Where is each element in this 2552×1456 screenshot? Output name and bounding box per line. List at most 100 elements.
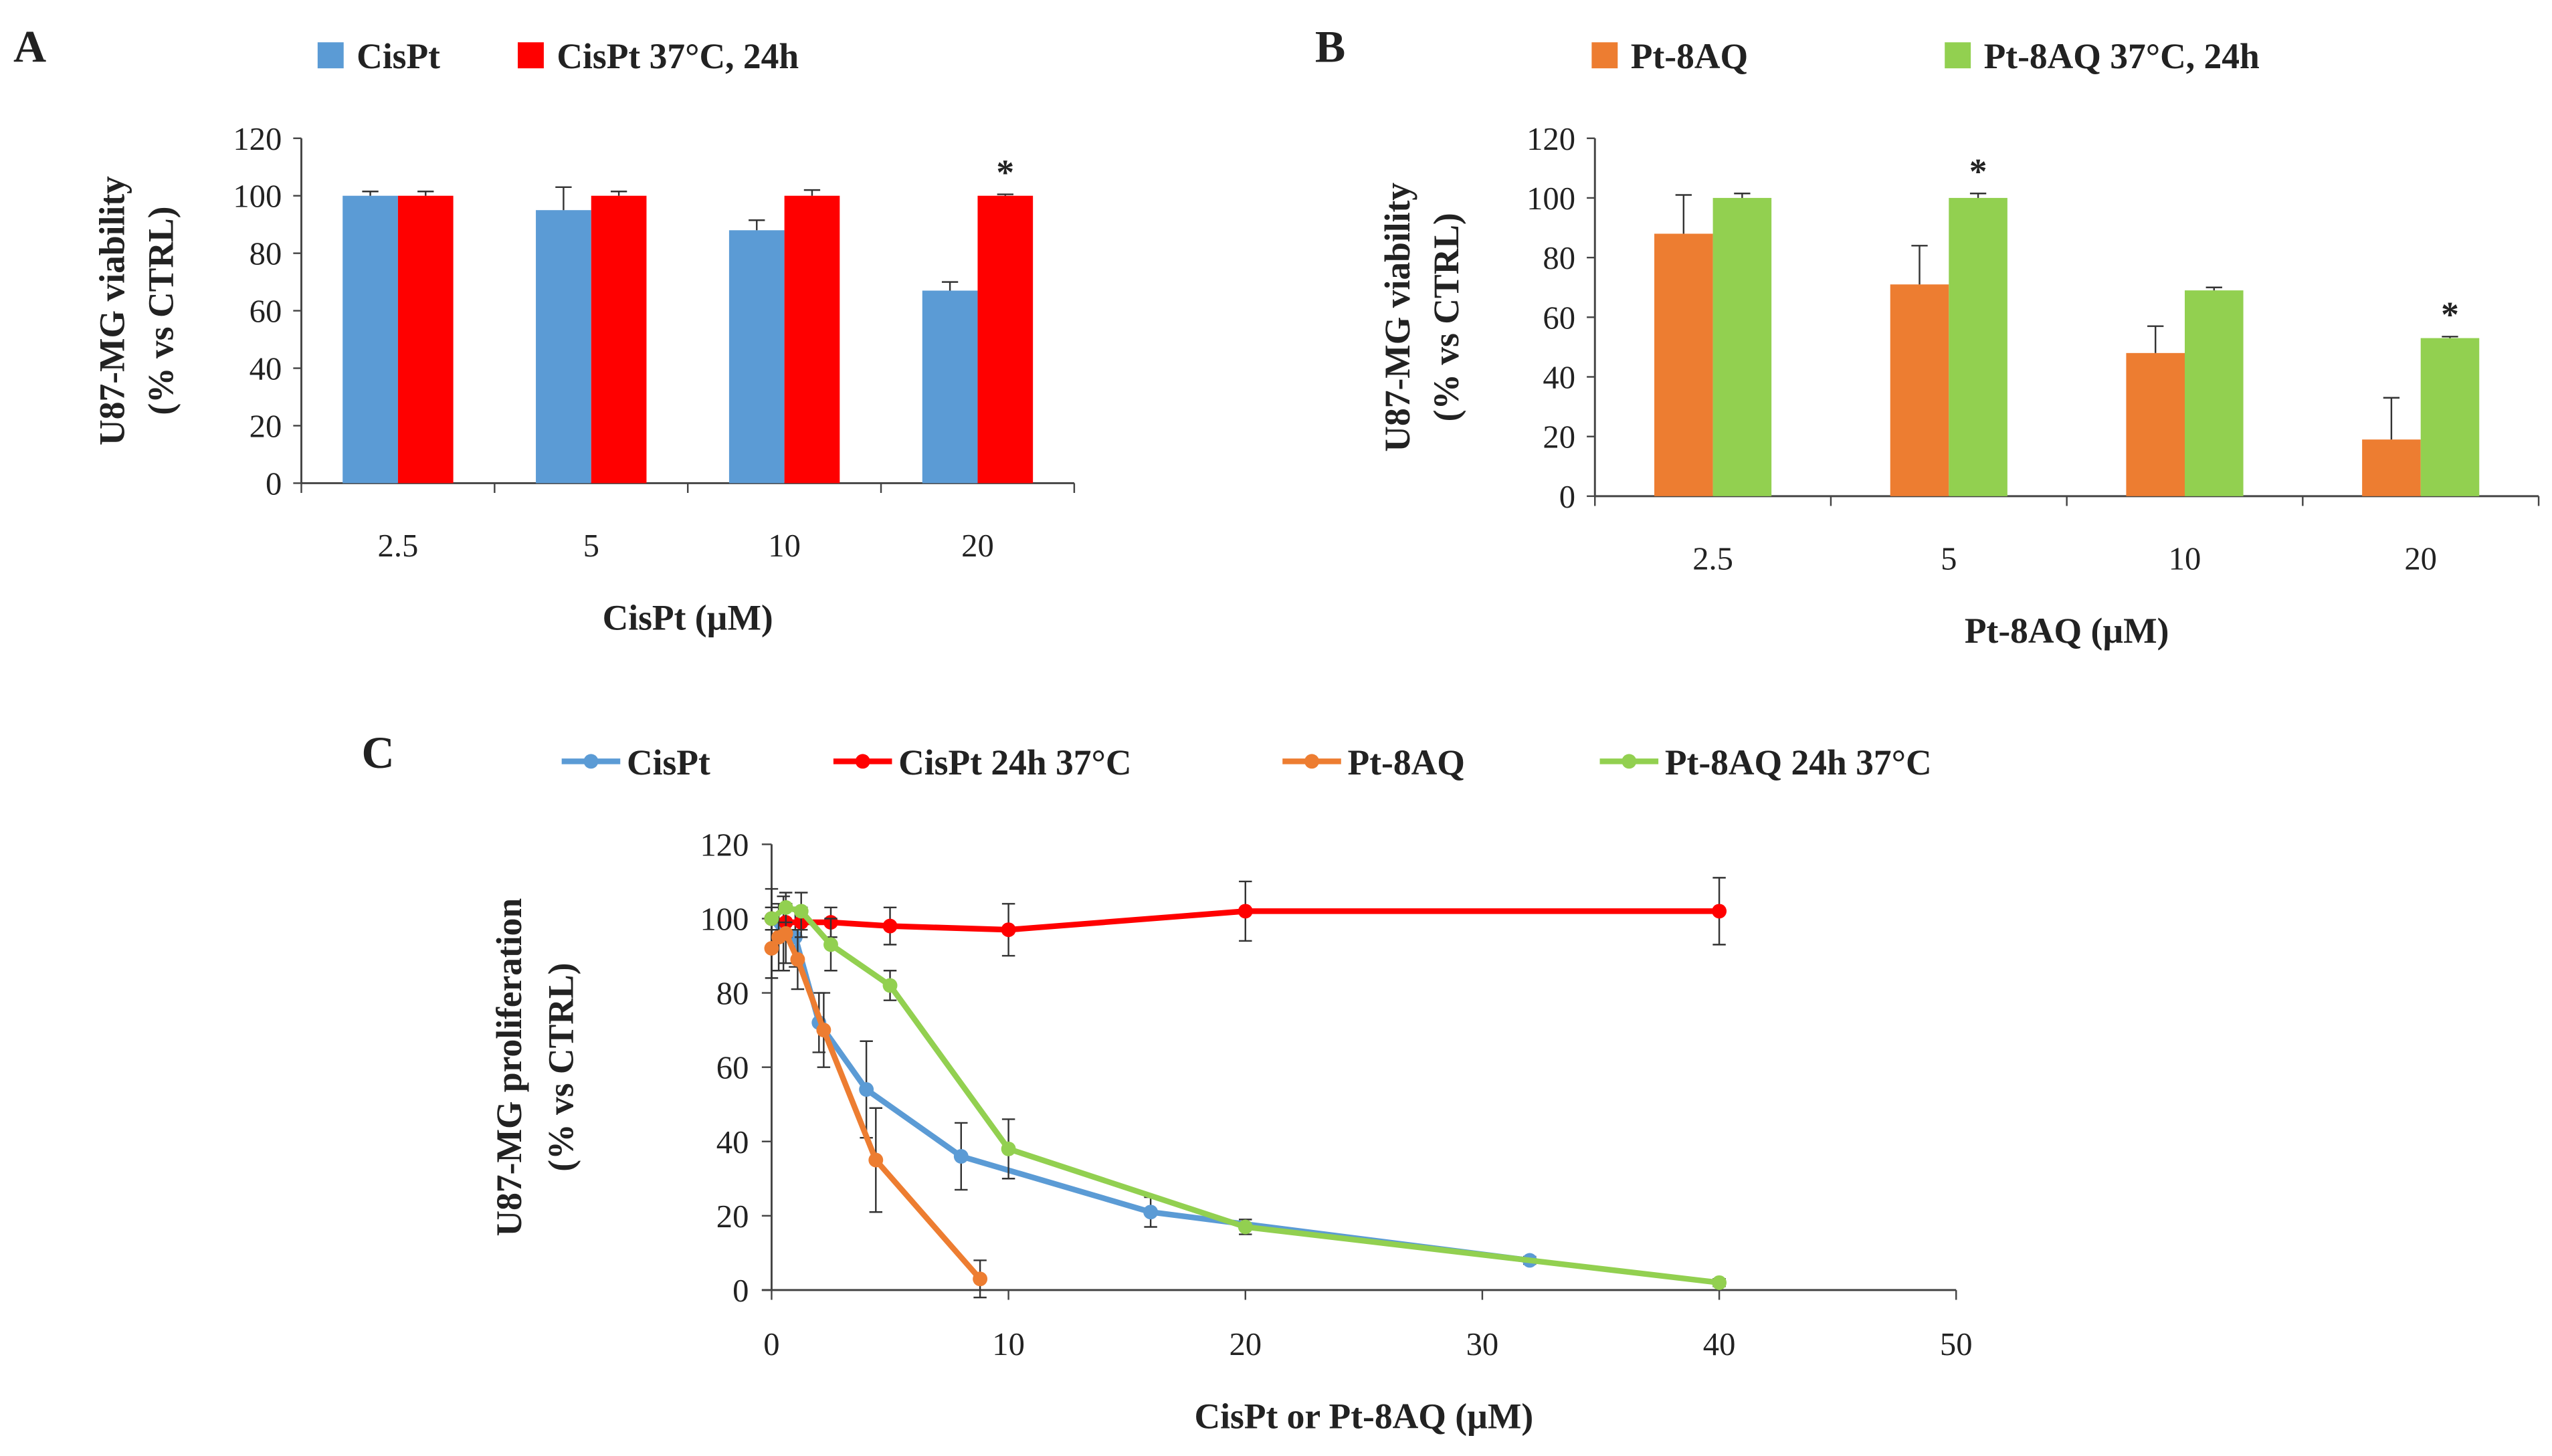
data-point	[1001, 1141, 1016, 1156]
data-point	[882, 978, 898, 993]
x-tick-label: 20	[961, 528, 994, 564]
y-tick-label: 120	[233, 121, 282, 157]
data-point	[882, 918, 898, 934]
bar-pt-8aq-37-c-24h	[2184, 290, 2244, 496]
legend-marker	[583, 754, 599, 769]
y-axis-subtitle: (% vs CTRL)	[140, 207, 181, 415]
x-tick-label: 10	[768, 528, 801, 564]
significance-star: *	[1969, 152, 1987, 192]
x-tick-label: 20	[2404, 540, 2437, 577]
y-tick-label: 60	[716, 1050, 749, 1086]
x-axis-title: CisPt (µM)	[603, 597, 773, 637]
y-tick-label: 80	[716, 976, 749, 1012]
legend-label: CisPt	[627, 742, 710, 783]
x-tick-label: 0	[763, 1326, 779, 1362]
bar-pt-8aq	[1890, 284, 1949, 496]
bar-pt-8aq-37-c-24h	[1712, 197, 1772, 496]
bar-cispt-37-c-24h	[784, 195, 840, 484]
y-axis-title: U87-MG proliferation	[489, 898, 529, 1237]
legend-swatch	[317, 42, 344, 69]
legend-marker	[1304, 754, 1319, 769]
y-tick-label: 100	[233, 179, 282, 215]
legend-label: Pt-8AQ	[1348, 742, 1465, 783]
y-tick-label: 80	[250, 236, 282, 272]
data-point	[973, 1271, 988, 1287]
panel-label-c: C	[361, 727, 394, 778]
data-point	[1238, 904, 1253, 919]
y-tick-label: 40	[716, 1124, 749, 1160]
data-point	[1001, 922, 1016, 938]
y-axis-title: U87-MG viability	[1377, 183, 1417, 452]
legend-label: CisPt 24h 37°C	[898, 742, 1131, 783]
significance-star: *	[2441, 295, 2459, 335]
bar-pt-8aq	[1654, 233, 1713, 496]
data-point	[764, 940, 779, 956]
y-tick-label: 0	[732, 1273, 749, 1309]
y-axis-subtitle: (% vs CTRL)	[541, 963, 581, 1172]
y-tick-label: 40	[250, 351, 282, 387]
legend-swatch	[518, 42, 544, 69]
series-pt-8aq	[764, 903, 988, 1299]
bar-pt-8aq-37-c-24h	[2420, 338, 2480, 496]
data-point	[1712, 904, 1727, 919]
data-point	[1143, 1205, 1159, 1220]
y-axis-title: U87-MG viability	[92, 176, 132, 445]
data-point	[1238, 1219, 1253, 1235]
bar-cispt	[536, 210, 591, 484]
y-tick-label: 20	[716, 1199, 749, 1235]
legend-swatch	[1591, 42, 1618, 69]
y-axis-subtitle: (% vs CTRL)	[1426, 213, 1466, 421]
series-pt-8aq-24h-37-c	[764, 892, 1727, 1290]
x-axis-title: CisPt or Pt-8AQ (µM)	[1194, 1396, 1533, 1437]
bar-pt-8aq	[2126, 352, 2185, 496]
data-point	[793, 904, 809, 919]
bar-cispt	[922, 290, 978, 484]
y-tick-label: 100	[700, 902, 749, 938]
panel-label-b: B	[1315, 21, 1345, 72]
data-point	[816, 1023, 831, 1038]
x-tick-label: 10	[2169, 540, 2201, 577]
data-point	[790, 952, 805, 967]
y-tick-label: 100	[1527, 181, 1575, 217]
legend-swatch	[1945, 42, 1971, 69]
series-line	[769, 930, 983, 1281]
bar-pt-8aq	[2362, 439, 2421, 496]
data-point	[1712, 1275, 1727, 1290]
y-tick-label: 20	[250, 409, 282, 445]
chart-a: 0 20 40 60 80 100 120 2.5 5 10 20 * CisPt CisPt 37°C,…	[92, 36, 1076, 637]
data-point	[764, 911, 779, 926]
x-tick-label: 40	[1703, 1326, 1736, 1362]
legend-marker	[1622, 754, 1637, 769]
x-tick-label: 2.5	[1692, 540, 1733, 577]
bar-cispt-37-c-24h	[397, 195, 454, 484]
x-tick-label: 5	[583, 528, 599, 564]
data-point	[778, 900, 793, 915]
data-point	[868, 1152, 884, 1168]
x-tick-label: 5	[1941, 540, 1957, 577]
y-tick-label: 0	[266, 465, 282, 502]
legend-label: Pt-8AQ 24h 37°C	[1665, 742, 1932, 783]
bar-pt-8aq-37-c-24h	[1949, 197, 2007, 496]
series-cispt-24h-37-c	[764, 877, 1727, 957]
y-tick-label: 80	[1543, 240, 1575, 276]
bar-cispt-37-c-24h	[591, 195, 647, 484]
data-point	[778, 926, 793, 941]
y-tick-label: 60	[1543, 300, 1575, 336]
chart-c: 0 20 40 60 80 100 120 0 10 20 30 40 50 CisPt CisPt 24h…	[489, 742, 1973, 1437]
y-tick-label: 120	[700, 827, 749, 863]
x-tick-label: 50	[1940, 1326, 1973, 1362]
x-tick-label: 10	[992, 1326, 1025, 1362]
x-tick-label: 20	[1229, 1326, 1262, 1362]
legend-label: Pt-8AQ 37°C, 24h	[1984, 36, 2260, 76]
y-tick-label: 20	[1543, 419, 1575, 455]
series-cispt	[764, 888, 1537, 1268]
y-tick-label: 60	[250, 294, 282, 330]
legend-label: Pt-8AQ	[1631, 36, 1748, 76]
legend-label: CisPt 37°C, 24h	[557, 36, 799, 76]
data-point	[953, 1149, 969, 1164]
x-tick-label: 2.5	[378, 528, 419, 564]
significance-star: *	[996, 152, 1014, 193]
y-tick-label: 120	[1527, 121, 1575, 157]
y-tick-label: 0	[1559, 479, 1575, 515]
